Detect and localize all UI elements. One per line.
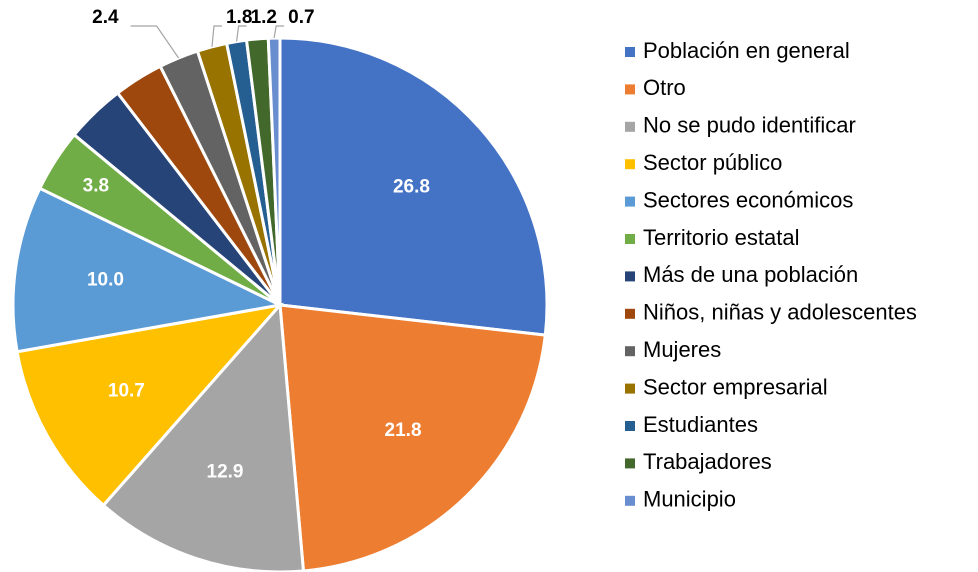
legend-label: Sector público: [643, 150, 782, 175]
legend-swatch: [625, 421, 635, 431]
legend-label: Sector empresarial: [643, 374, 828, 399]
legend-label: Mujeres: [643, 337, 721, 362]
legend-swatch: [625, 84, 635, 95]
legend-swatch: [625, 495, 635, 506]
pie-slice: [278, 36, 549, 337]
data-label: 26.8: [393, 177, 430, 198]
leader-line: [211, 25, 222, 47]
data-label: 1.2: [251, 7, 277, 28]
legend-label: Trabajadores: [643, 449, 772, 474]
data-label: 10.0: [87, 270, 124, 291]
pie-slice: [266, 36, 282, 306]
leader-line: [273, 25, 285, 39]
legend-label: Sectores económicos: [643, 187, 853, 212]
legend-swatch: [625, 271, 635, 282]
data-label: 1.8: [226, 7, 252, 28]
legend-label: No se pudo identificar: [643, 113, 856, 138]
pie-slice: [278, 303, 547, 572]
leader-line: [235, 25, 247, 42]
data-label: 2.4: [92, 7, 119, 28]
legend-label: Municipio: [643, 487, 736, 512]
legend-swatch: [625, 121, 635, 132]
legend-label: Territorio estatal: [643, 225, 800, 250]
legend-label: Estudiantes: [643, 412, 758, 437]
data-label: 10.7: [108, 380, 145, 401]
data-label: 3.8: [83, 176, 109, 197]
data-label: 21.8: [385, 420, 422, 441]
legend-swatch: [625, 234, 635, 244]
legend-swatch: [625, 47, 635, 57]
legend-swatch: [625, 159, 635, 170]
legend-swatch: [625, 308, 635, 319]
pie-slice: [11, 186, 285, 354]
data-label: 0.7: [288, 7, 314, 28]
legend-swatch: [625, 383, 635, 394]
data-label: 12.9: [207, 461, 244, 482]
leader-line: [130, 25, 180, 59]
legend-label: Niños, niñas y adolescentes: [643, 300, 917, 325]
legend-label: Otro: [643, 75, 686, 100]
legend-swatch: [625, 196, 635, 207]
legend-swatch: [625, 346, 635, 357]
legend-label: Población en general: [643, 38, 850, 63]
legend-label: Más de una población: [643, 262, 858, 287]
pie-slice: [15, 302, 284, 508]
legend-swatch: [625, 458, 635, 469]
